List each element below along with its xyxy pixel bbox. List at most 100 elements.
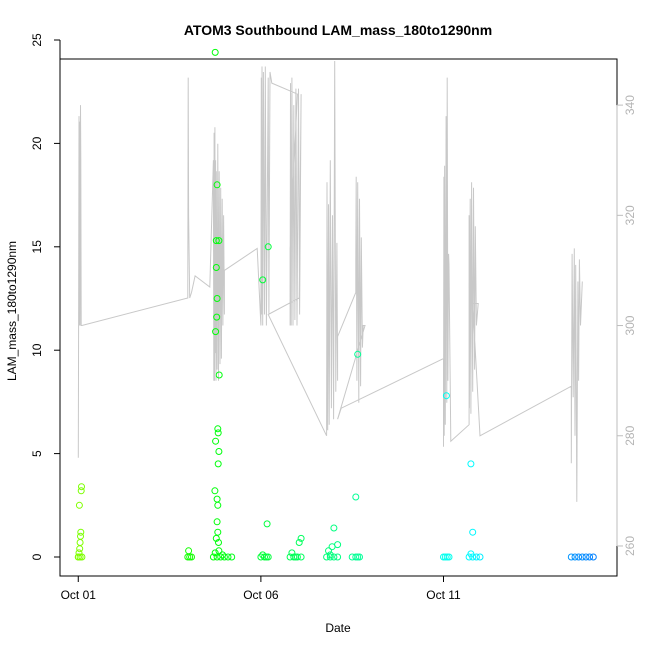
y-tick-label: 15 <box>30 240 44 254</box>
data-point <box>212 264 220 271</box>
scatter-points-layer <box>74 48 597 561</box>
x-tick-label: Oct 01 <box>61 588 97 602</box>
data-point <box>217 553 225 561</box>
data-point <box>288 549 296 557</box>
data-point <box>215 539 222 546</box>
y2-tick-label: 300 <box>623 315 637 335</box>
data-point <box>330 524 338 532</box>
data-point <box>215 547 223 555</box>
data-point <box>215 448 223 455</box>
data-point <box>259 276 267 284</box>
data-point <box>77 487 85 495</box>
y-tick-label: 0 <box>30 553 44 560</box>
data-point <box>472 553 480 561</box>
data-point <box>263 520 271 528</box>
y2-tick-label: 260 <box>623 536 637 556</box>
data-point <box>262 553 270 561</box>
y2-tick-label: 280 <box>623 425 637 445</box>
data-point <box>214 501 222 509</box>
data-point <box>261 553 268 561</box>
data-point <box>211 48 219 56</box>
data-point <box>325 547 332 555</box>
data-point <box>77 528 85 536</box>
data-point <box>352 553 360 561</box>
data-point <box>213 313 221 321</box>
x-tick-label: Oct 11 <box>426 588 461 602</box>
data-point <box>215 371 223 379</box>
data-point <box>213 295 221 302</box>
data-point <box>352 493 360 501</box>
y2-tick-label: 340 <box>623 95 637 115</box>
y2-tick-label: 320 <box>623 205 637 225</box>
data-point <box>209 553 217 561</box>
data-point <box>213 518 221 526</box>
y2-axis: 260 280 300 320 340 <box>616 95 637 556</box>
plot-frame <box>59 58 618 577</box>
data-point <box>212 237 220 245</box>
data-point <box>292 553 300 561</box>
data-point <box>354 350 362 358</box>
data-point <box>215 237 223 245</box>
data-point <box>185 547 193 555</box>
altitude-line <box>77 60 583 502</box>
data-point <box>467 460 475 468</box>
y-tick-label: 20 <box>30 136 44 150</box>
data-point <box>326 551 334 559</box>
data-point <box>354 553 362 561</box>
data-point <box>219 551 226 559</box>
data-point <box>212 328 220 336</box>
data-point <box>445 553 453 561</box>
y-axis-label: LAM_mass_180to1290nm <box>5 241 19 381</box>
data-point <box>571 553 579 561</box>
data-point <box>214 425 222 433</box>
data-point <box>259 551 267 559</box>
data-point <box>575 553 583 561</box>
altitude-trace-layer <box>77 60 583 502</box>
data-point <box>214 528 222 536</box>
x-tick-label: Oct 06 <box>243 588 279 602</box>
data-point <box>78 553 86 561</box>
data-point <box>264 243 272 251</box>
y-tick-label: 10 <box>30 343 44 357</box>
data-point <box>578 553 586 561</box>
data-point <box>228 553 236 561</box>
data-point <box>589 553 597 561</box>
data-point <box>582 553 590 561</box>
data-point <box>297 534 305 542</box>
data-point <box>442 392 450 400</box>
data-point <box>295 539 303 546</box>
data-point <box>326 553 334 561</box>
data-point <box>77 532 84 540</box>
data-point <box>212 437 220 445</box>
data-point <box>211 549 219 557</box>
x-axis: Oct 01 Oct 06 Oct 11 <box>61 575 461 602</box>
data-point <box>211 487 219 495</box>
data-point <box>467 550 475 558</box>
data-point <box>76 539 84 546</box>
data-point <box>330 553 338 561</box>
chart-title: ATOM3 Southbound LAM_mass_180to1290nm <box>184 22 492 38</box>
data-point <box>441 553 449 561</box>
data-point <box>214 460 222 468</box>
y-tick-label: 5 <box>30 450 44 457</box>
data-point <box>213 495 221 503</box>
data-point <box>334 541 342 549</box>
data-point <box>78 483 85 491</box>
data-point <box>586 553 594 561</box>
data-point <box>188 553 195 561</box>
data-point <box>76 545 84 553</box>
x-axis-label: Date <box>325 621 351 635</box>
data-point <box>75 501 83 509</box>
data-point <box>476 553 484 561</box>
data-point <box>567 553 575 561</box>
data-point <box>74 553 82 561</box>
data-point <box>213 181 221 189</box>
data-point <box>469 528 477 536</box>
data-point <box>212 534 220 542</box>
data-point <box>220 553 228 561</box>
y-axis: 0 5 10 15 20 25 <box>30 33 61 560</box>
data-point <box>334 553 342 561</box>
data-point <box>323 553 331 561</box>
data-point <box>214 429 222 437</box>
